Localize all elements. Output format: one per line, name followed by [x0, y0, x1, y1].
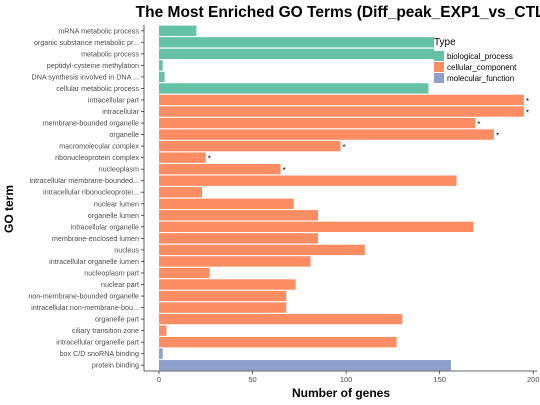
- bar: [158, 106, 524, 117]
- x-tick-label: 0: [157, 375, 161, 384]
- legend-title: Type: [434, 37, 456, 48]
- legend-label: molecular_function: [447, 74, 514, 83]
- category-label: intracellular organelle part: [56, 338, 139, 347]
- significance-star: *: [343, 143, 346, 152]
- bar: [158, 152, 206, 163]
- category-label: macromolecular complex: [59, 142, 139, 151]
- bar: [158, 233, 319, 244]
- bar: [158, 313, 403, 325]
- category-label: intracellular part: [88, 95, 139, 104]
- plot-area: * * * * * * * mRNA metabolic process organic su…: [28, 25, 540, 384]
- category-label: box C/D snoRNA binding: [59, 349, 139, 358]
- bar: [158, 221, 474, 233]
- x-tick-label: 150: [433, 375, 446, 384]
- bar: [158, 256, 311, 267]
- bar: [158, 279, 296, 290]
- significance-star: *: [496, 132, 499, 141]
- legend-label: cellular_component: [447, 63, 517, 72]
- category-label: metabolic process: [81, 49, 139, 58]
- category-label: DNA synthesis involved in DNA ...: [32, 72, 139, 81]
- category-label: organic substance metabolic pr...: [34, 38, 139, 47]
- legend-items: biological_process cellular_componentmole…: [434, 51, 517, 83]
- bar-group: * * * * * * *: [158, 25, 529, 371]
- x-tick-label: 100: [340, 375, 353, 384]
- category-label: intracellular: [102, 107, 139, 116]
- significance-star: *: [283, 166, 286, 175]
- category-label: non-membrane-bounded organelle: [28, 292, 139, 301]
- bar: [158, 360, 451, 371]
- bar: [158, 60, 163, 71]
- x-tick-label: 200: [527, 375, 540, 384]
- bar: [158, 37, 435, 48]
- category-label: membrane-enclosed lumen: [52, 234, 139, 243]
- y-axis-title: GO term: [2, 185, 16, 233]
- x-axis-title: Number of genes: [292, 386, 390, 400]
- bar: [158, 94, 524, 106]
- significance-star: *: [526, 109, 529, 118]
- bar: [158, 290, 287, 302]
- category-label: cellular metabolic process: [56, 84, 139, 93]
- legend-swatch: [434, 73, 444, 83]
- bar: [158, 83, 429, 94]
- category-label: organelle lumen: [88, 211, 139, 220]
- category-label: mRNA metabolic process: [58, 26, 139, 35]
- category-label: intracellular organelle: [71, 222, 139, 231]
- category-label: ribonucleoprotein complex: [55, 153, 139, 162]
- bar: [158, 336, 397, 348]
- category-label: nucleoplasm part: [84, 268, 139, 277]
- chart-title: The Most Enriched GO Terms (Diff_peak_EX…: [136, 4, 540, 21]
- bar: [158, 175, 457, 186]
- bar: [158, 140, 341, 152]
- category-label: nucleus: [114, 245, 139, 254]
- bar: [158, 163, 281, 175]
- x-tick-group: 0 50 100 150 200: [157, 371, 540, 384]
- legend-label: biological_process: [447, 52, 513, 61]
- category-label: membrane-bounded organelle: [43, 119, 139, 128]
- category-label: intracellular non-membrane-bou...: [31, 303, 139, 312]
- bar: [158, 187, 203, 198]
- bar: [158, 348, 163, 359]
- category-label: nuclear part: [101, 280, 139, 289]
- bar: [158, 117, 476, 129]
- category-label: peptidyl-cysteine methylation: [47, 61, 139, 70]
- bar: [158, 25, 197, 36]
- category-label: protein binding: [92, 361, 139, 370]
- bar: [158, 302, 287, 313]
- category-label: ciliary transition zone: [72, 326, 139, 335]
- category-label: intracellular organelle lumen: [49, 257, 139, 266]
- significance-star: *: [208, 155, 211, 164]
- bar: [158, 129, 494, 140]
- category-label: intracellular membrane-bounded...: [30, 176, 139, 185]
- bar: [158, 325, 167, 336]
- category-label: nucleoplasm: [99, 165, 139, 174]
- legend-swatch: [434, 51, 444, 61]
- category-label: intracellular ribonucleoprotei...: [43, 188, 139, 197]
- bar: [158, 48, 435, 60]
- bar: [158, 267, 210, 279]
- category-label-group: mRNA metabolic process organic substance …: [28, 26, 144, 370]
- significance-star: *: [477, 120, 480, 129]
- legend-swatch: [434, 62, 444, 72]
- bar: [158, 244, 365, 256]
- bar: [158, 210, 319, 221]
- category-label: nuclear lumen: [94, 199, 139, 208]
- x-tick-label: 50: [248, 375, 256, 384]
- significance-star: *: [526, 97, 529, 106]
- bar: [158, 198, 294, 209]
- category-label: organelle part: [95, 315, 139, 324]
- bar: [158, 71, 165, 83]
- legend: Type biological_process cellular_componen…: [434, 37, 517, 83]
- category-label: organelle: [109, 130, 139, 139]
